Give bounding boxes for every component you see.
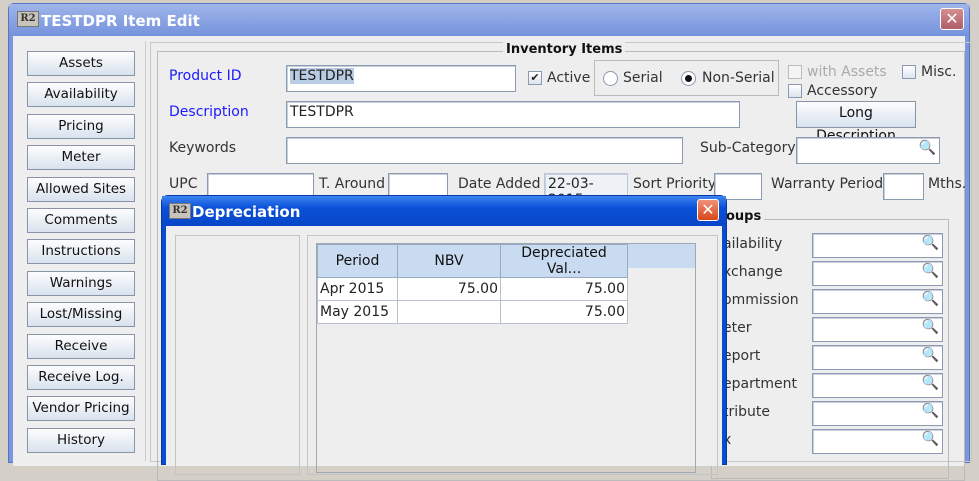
t-around-label: T. Around (319, 176, 386, 192)
active-label: Active (547, 70, 591, 86)
table-row[interactable]: Apr 2015 75.00 75.00 (317, 277, 628, 301)
depreciation-dialog: R2 Depreciation ✕ Period NBV Depreciated V… (161, 195, 727, 475)
long-description-button[interactable]: Long Description (796, 101, 916, 144)
group-input[interactable]: 🔍 (812, 429, 943, 454)
section-title: Inventory Items (503, 42, 626, 57)
with-assets-checkbox (788, 65, 802, 79)
keywords-input[interactable] (286, 137, 683, 164)
group-label: epartment (723, 376, 797, 392)
warranty-period-input[interactable] (883, 173, 924, 200)
serial-type-group (594, 60, 779, 96)
table-cell[interactable]: 75.00 (500, 277, 628, 301)
search-icon[interactable]: 🔍 (921, 291, 939, 307)
non-serial-radio[interactable] (681, 71, 696, 86)
table-cell[interactable]: 75.00 (397, 277, 501, 301)
sidebar-button-receive[interactable]: Receive (27, 333, 135, 359)
sidebar-button-history[interactable]: History (27, 427, 135, 453)
table-cell[interactable]: May 2015 (317, 300, 398, 324)
column-header[interactable]: NBV (397, 244, 501, 278)
search-icon[interactable]: 🔍 (921, 235, 939, 251)
groups-title: oups (723, 209, 765, 224)
group-input[interactable]: 🔍 (812, 233, 943, 258)
app-icon: R2 (17, 11, 39, 27)
sidebar-button-lost-missing[interactable]: Lost/Missing (27, 302, 135, 328)
product-id-value: TESTDPR (290, 68, 354, 84)
sidebar-button-allowed-sites[interactable]: Allowed Sites (27, 176, 135, 202)
search-icon[interactable]: 🔍 (921, 403, 939, 419)
sidebar-button-receive-log[interactable]: Receive Log. (27, 365, 135, 390)
group-label: ommission (723, 292, 799, 308)
column-header[interactable]: Period (317, 244, 398, 278)
sidebar-button-comments[interactable]: Comments (27, 208, 135, 233)
active-checkbox[interactable]: ✔ (528, 71, 542, 85)
dialog-title: Depreciation (192, 203, 301, 221)
group-input[interactable]: 🔍 (812, 345, 943, 370)
search-icon[interactable]: 🔍 (921, 431, 939, 447)
window-close-button[interactable]: ✕ (940, 8, 964, 30)
date-added-label: Date Added (458, 176, 541, 192)
sidebar-button-instructions[interactable]: Instructions (27, 239, 135, 265)
search-icon[interactable]: 🔍 (921, 375, 939, 391)
column-header[interactable]: Depreciated Val... (500, 244, 628, 278)
with-assets-label: with Assets (807, 64, 887, 80)
search-icon[interactable]: 🔍 (918, 140, 936, 156)
group-label: ailability (723, 236, 783, 252)
keywords-label: Keywords (169, 140, 237, 156)
subcategory-input[interactable]: 🔍 (796, 137, 940, 164)
accessory-checkbox[interactable] (788, 84, 802, 98)
serial-radio[interactable] (603, 71, 618, 86)
sort-priority-label: Sort Priority (633, 176, 716, 192)
table-cell[interactable] (397, 300, 501, 324)
window-title: TESTDPR Item Edit (41, 12, 200, 30)
group-input[interactable]: 🔍 (812, 373, 943, 398)
group-label: x (723, 432, 732, 448)
sidebar-button-availability[interactable]: Availability (27, 82, 135, 108)
sidebar-button-vendor-pricing[interactable]: Vendor Pricing (27, 396, 135, 422)
sidebar-button-assets[interactable]: Assets (27, 51, 135, 76)
group-input[interactable]: 🔍 (812, 289, 943, 314)
dialog-titlebar[interactable]: R2 Depreciation ✕ (162, 196, 726, 226)
table-row[interactable]: May 2015 75.00 (317, 300, 628, 324)
dialog-client: Period NBV Depreciated Val... Apr 2015 75.0… (166, 226, 722, 475)
sidebar-button-meter[interactable]: Meter (27, 145, 135, 171)
upc-label: UPC (169, 176, 198, 192)
window-titlebar[interactable]: R2 TESTDPR Item Edit ✕ (9, 4, 969, 36)
description-input[interactable]: TESTDPR (286, 101, 740, 128)
table-cell[interactable]: Apr 2015 (317, 277, 398, 301)
product-id-input[interactable]: TESTDPR (286, 65, 516, 92)
sidebar-button-pricing[interactable]: Pricing (27, 113, 135, 139)
group-label: xchange (723, 264, 783, 280)
group-label: eter (723, 320, 752, 336)
dialog-left-panel (175, 235, 300, 475)
warranty-unit-label: Mths. (928, 176, 967, 192)
serial-label: Serial (623, 70, 663, 86)
dialog-close-button[interactable]: ✕ (697, 199, 719, 221)
depreciation-table-scroll[interactable]: Period NBV Depreciated Val... Apr 2015 75.0… (316, 243, 696, 473)
warranty-period-label: Warranty Period (771, 176, 884, 192)
accessory-label: Accessory (807, 83, 878, 99)
misc-label: Misc. (921, 64, 957, 80)
description-label: Description (169, 104, 249, 120)
group-input[interactable]: 🔍 (812, 261, 943, 286)
group-input[interactable]: 🔍 (812, 317, 943, 342)
dialog-app-icon: R2 (169, 203, 191, 219)
sidebar-buttons: Assets Availability Pricing Meter Allowed Si… (19, 41, 146, 461)
search-icon[interactable]: 🔍 (921, 263, 939, 279)
non-serial-label: Non-Serial (702, 70, 775, 86)
depreciation-table: Period NBV Depreciated Val... Apr 2015 75.0… (317, 244, 628, 324)
table-cell[interactable]: 75.00 (500, 300, 628, 324)
product-id-label: Product ID (169, 68, 242, 84)
group-input[interactable]: 🔍 (812, 401, 943, 426)
misc-checkbox[interactable] (902, 65, 916, 79)
group-label: eport (723, 348, 761, 364)
search-icon[interactable]: 🔍 (921, 319, 939, 335)
main-panel: Inventory Items Product ID TESTDPR ✔ Act… (150, 42, 972, 481)
sidebar-button-warnings[interactable]: Warnings (27, 270, 135, 296)
group-label: tribute (723, 404, 770, 420)
search-icon[interactable]: 🔍 (921, 347, 939, 363)
subcategory-label: Sub-Category (700, 140, 796, 156)
